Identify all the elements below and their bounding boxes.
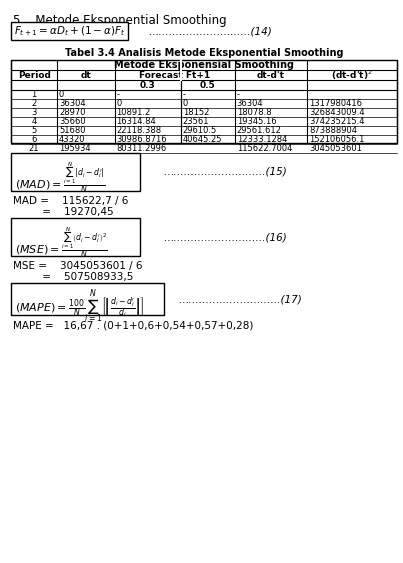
Text: 1: 1: [31, 90, 37, 99]
Text: 28970: 28970: [59, 108, 85, 117]
Text: 3045053601: 3045053601: [309, 144, 362, 153]
Text: dt: dt: [80, 70, 91, 79]
Text: Period: Period: [18, 70, 50, 79]
Bar: [11, 22, 128, 40]
Text: 16314.84: 16314.84: [116, 117, 156, 126]
Text: 10891.2: 10891.2: [116, 108, 151, 117]
Text: 326843009.4: 326843009.4: [309, 108, 365, 117]
Text: 80311.2996: 80311.2996: [116, 144, 167, 153]
Text: 873888904: 873888904: [309, 126, 357, 135]
Text: …………..………..…..(16): …………..………..…..(16): [163, 232, 287, 242]
Text: 195934: 195934: [59, 144, 91, 153]
Text: 12333.1284: 12333.1284: [237, 135, 287, 144]
Text: $F_{t+1} = \alpha D_t + (1-\alpha)F_t$: $F_{t+1} = \alpha D_t + (1-\alpha)F_t$: [14, 24, 125, 38]
Text: =    19270,45: = 19270,45: [13, 207, 114, 217]
Text: 4: 4: [31, 117, 37, 126]
Text: 35660: 35660: [59, 117, 85, 126]
Text: -: -: [183, 90, 186, 99]
Text: 3: 3: [31, 108, 37, 117]
Text: …………..………..…..(15): …………..………..…..(15): [163, 167, 287, 177]
Text: Tabel 3.4 Analisis Metode Eksponential Smoothing: Tabel 3.4 Analisis Metode Eksponential S…: [65, 48, 343, 58]
Text: 152106056.1: 152106056.1: [309, 135, 364, 144]
Text: 18078.8: 18078.8: [237, 108, 271, 117]
Text: Metode Eksponensial Smoothing: Metode Eksponensial Smoothing: [114, 60, 294, 70]
Text: 29610.5: 29610.5: [183, 126, 217, 135]
Bar: [11, 283, 164, 315]
Text: =    507508933,5: = 507508933,5: [13, 272, 133, 282]
Text: 51680: 51680: [59, 126, 85, 135]
Text: 21: 21: [29, 144, 39, 153]
Text: $(MAD) = \frac{\sum_{i=1}^{N} \left|d_i - d_i^{\prime}\right|}{N}$: $(MAD) = \frac{\sum_{i=1}^{N} \left|d_i …: [15, 161, 106, 195]
Bar: [11, 60, 397, 143]
Text: MSE =    3045053601 / 6: MSE = 3045053601 / 6: [13, 261, 143, 271]
Text: …………..………..…..(17): …………..………..…..(17): [178, 294, 302, 304]
Text: 0: 0: [116, 99, 122, 108]
Bar: [11, 218, 139, 256]
Text: 5: 5: [31, 126, 37, 135]
Text: -: -: [116, 90, 120, 99]
Text: 0: 0: [59, 90, 64, 99]
Text: MAPE =   16,67 . (0+1+0,6+0,54+0,57+0,28): MAPE = 16,67 . (0+1+0,6+0,54+0,57+0,28): [13, 321, 253, 331]
Text: 0: 0: [183, 99, 188, 108]
Text: 5.   Metode Eksponential Smoothing: 5. Metode Eksponential Smoothing: [13, 14, 227, 27]
Text: 40645.25: 40645.25: [183, 135, 222, 144]
Text: 2: 2: [31, 99, 37, 108]
Text: 18152: 18152: [183, 108, 209, 117]
Text: 30986.8716: 30986.8716: [116, 135, 167, 144]
Text: …………..………..…..(14): …………..………..…..(14): [148, 26, 272, 36]
Text: $(MAPE) = \frac{100}{N} \sum_{i=1}^{N} \left[\!\left|\frac{d_i - d_i^{\prime}}{d: $(MAPE) = \frac{100}{N} \sum_{i=1}^{N} \…: [15, 289, 144, 326]
Text: 6: 6: [31, 135, 37, 144]
Text: 23561: 23561: [183, 117, 209, 126]
Text: 29561.612: 29561.612: [237, 126, 282, 135]
Text: 36304: 36304: [59, 99, 85, 108]
Text: 36304: 36304: [237, 99, 264, 108]
Text: 0.3: 0.3: [140, 81, 156, 90]
Text: 0.5: 0.5: [200, 81, 216, 90]
Text: $(MSE) = \frac{\sum_{i=1}^{N} \left(d_i - d_i^{\prime}\right)^2}{N}$: $(MSE) = \frac{\sum_{i=1}^{N} \left(d_i …: [15, 226, 108, 261]
Text: -: -: [237, 90, 240, 99]
Text: 43320: 43320: [59, 135, 85, 144]
Text: Forecast Ft+1: Forecast Ft+1: [139, 70, 210, 79]
Text: 22118.388: 22118.388: [116, 126, 162, 135]
Text: MAD =    115622,7 / 6: MAD = 115622,7 / 6: [13, 196, 129, 206]
Text: 1317980416: 1317980416: [309, 99, 362, 108]
Text: (dt-d't)$^2$: (dt-d't)$^2$: [331, 68, 373, 82]
Text: 374235215.4: 374235215.4: [309, 117, 364, 126]
Text: 115622.7004: 115622.7004: [237, 144, 292, 153]
Text: dt-d't: dt-d't: [257, 70, 285, 79]
Bar: [11, 153, 139, 191]
Text: 19345.16: 19345.16: [237, 117, 276, 126]
